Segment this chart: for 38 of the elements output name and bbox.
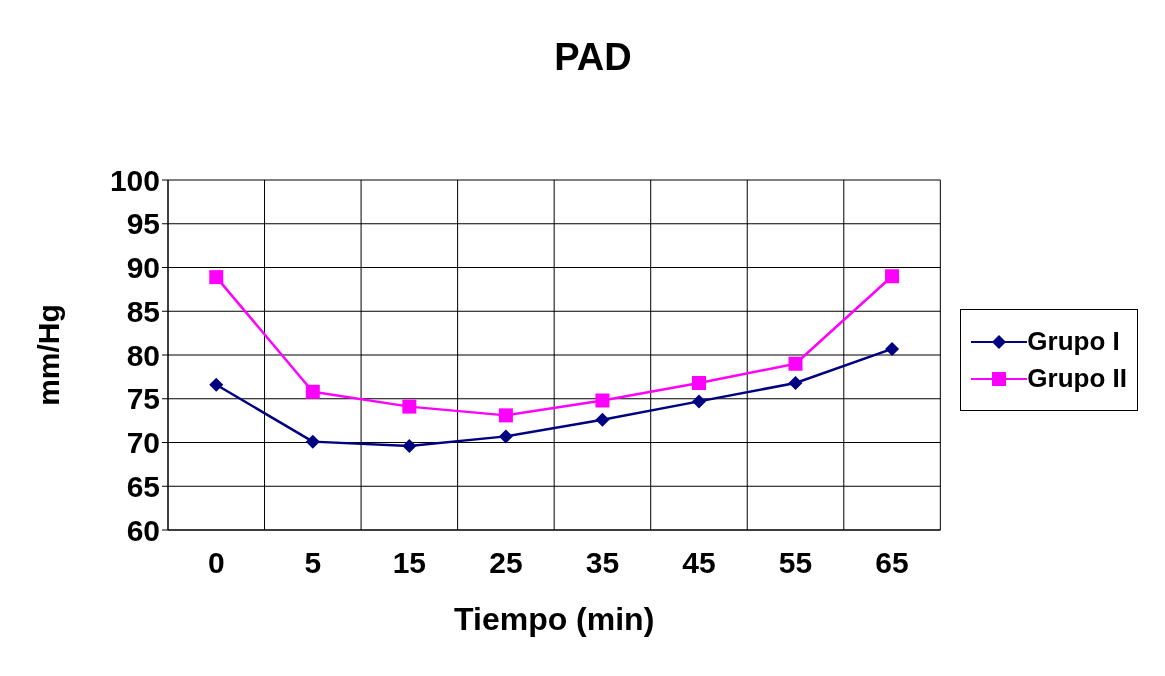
x-tick-label: 15 (392, 546, 427, 580)
y-tick-label: 85 (126, 294, 160, 328)
legend-label: Grupo II (1027, 363, 1127, 394)
point (498, 408, 513, 423)
y-tick-label: 65 (126, 469, 160, 503)
point (788, 376, 803, 390)
point (305, 434, 320, 449)
x-tick-label: 45 (682, 546, 716, 580)
x-tick-label: 65 (875, 546, 909, 580)
point (402, 399, 417, 414)
x-tick-label: 35 (585, 546, 620, 580)
x-tick-label: 5 (304, 546, 322, 580)
y-tick-label: 100 (109, 163, 160, 197)
chart-title: PAD (553, 36, 633, 79)
x-tick-label: 55 (778, 546, 813, 580)
y-tick-label: 70 (126, 426, 160, 460)
point (691, 376, 706, 390)
point (885, 269, 900, 284)
point (402, 439, 417, 453)
point (498, 429, 513, 444)
y-tick-label: 90 (126, 251, 160, 285)
legend-label: Grupo I (1027, 326, 1120, 357)
point (595, 412, 610, 427)
x-axis-title: Tiempo (min) (454, 601, 655, 637)
point (885, 341, 900, 356)
y-axis-title: mm/Hg (31, 304, 65, 406)
point (305, 384, 320, 399)
y-tick-label: 75 (126, 382, 160, 416)
point (595, 393, 610, 408)
y-tick-label: 80 (126, 338, 160, 372)
point (209, 377, 224, 392)
point (788, 356, 803, 371)
point (209, 270, 224, 285)
point (691, 394, 706, 409)
y-tick-label: 95 (126, 207, 160, 241)
x-tick-label: 0 (207, 546, 225, 580)
x-tick-label: 25 (489, 546, 523, 580)
y-tick-label: 60 (126, 513, 160, 547)
